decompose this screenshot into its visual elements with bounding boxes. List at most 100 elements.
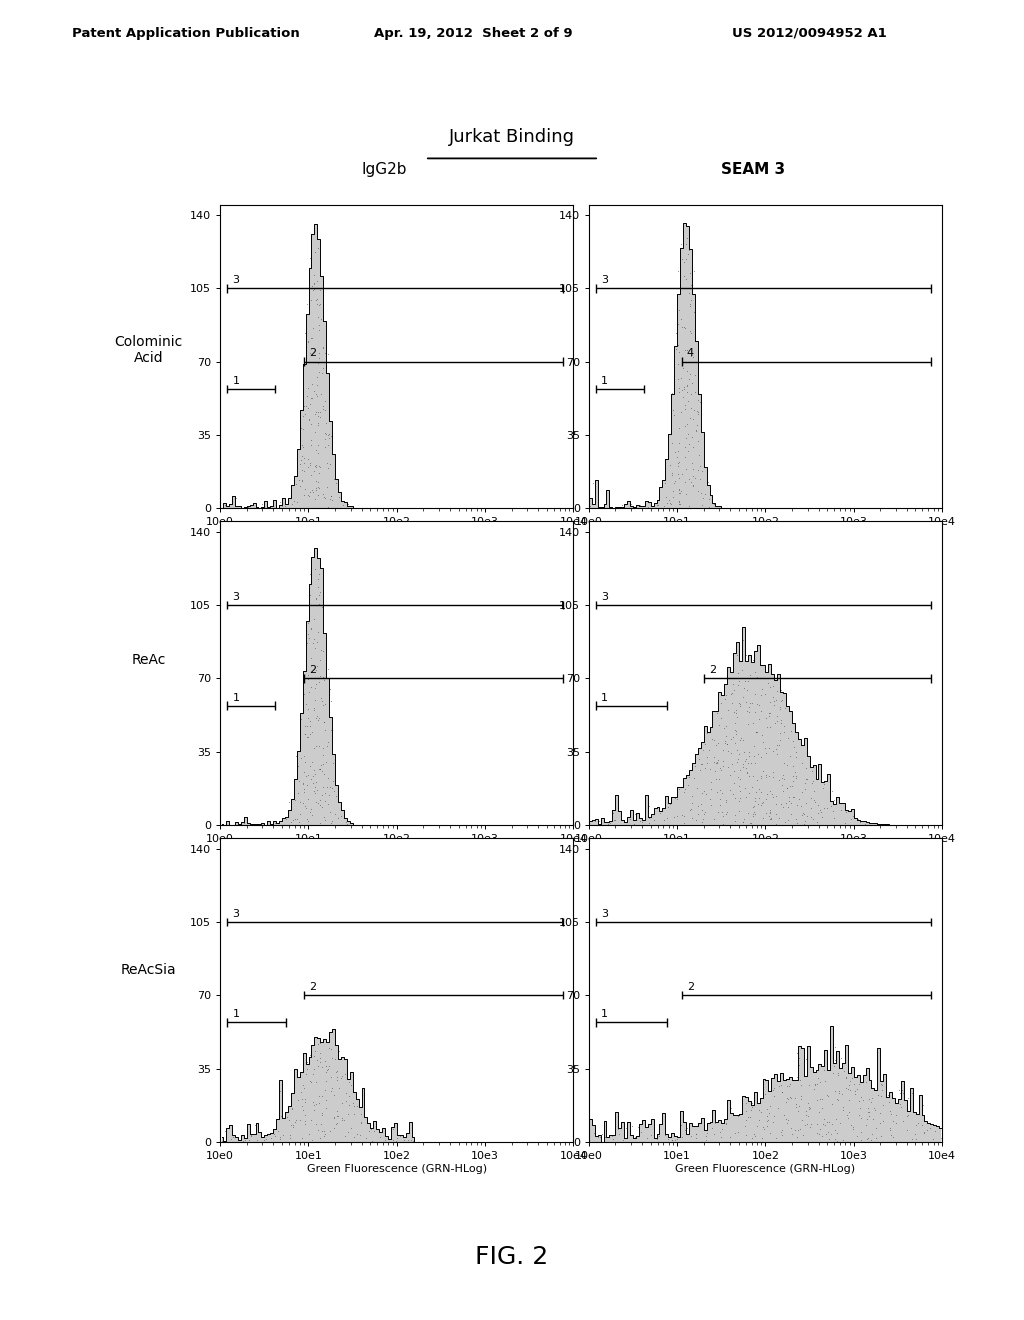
Point (326, 1106, 342, 1127)
Point (694, 494, 711, 515)
Point (308, 779, 325, 800)
Point (302, 564, 318, 585)
Point (664, 462, 680, 483)
Point (670, 368, 686, 389)
Point (337, 1090, 353, 1111)
Point (346, 1104, 362, 1125)
Point (743, 693, 760, 714)
Point (680, 424, 696, 445)
Point (718, 789, 734, 810)
Point (777, 697, 794, 718)
Point (326, 469, 342, 490)
Point (872, 1102, 889, 1123)
Point (858, 1072, 874, 1093)
Point (775, 796, 792, 817)
Point (768, 793, 784, 814)
Point (353, 1097, 370, 1118)
Point (784, 776, 801, 797)
Point (273, 1106, 290, 1127)
Point (806, 1078, 822, 1100)
Point (288, 746, 304, 767)
Point (679, 413, 695, 434)
Point (765, 686, 781, 708)
Point (309, 705, 326, 726)
Point (683, 426, 699, 447)
Point (292, 475, 308, 496)
Point (681, 239, 697, 260)
Point (815, 777, 831, 799)
Text: ReAcSia: ReAcSia (121, 964, 176, 977)
Point (314, 399, 331, 420)
Point (317, 1089, 334, 1110)
Point (310, 594, 327, 615)
Point (315, 358, 332, 379)
Point (314, 1105, 331, 1126)
Point (674, 1127, 690, 1148)
Point (732, 780, 749, 801)
Point (645, 809, 662, 830)
Point (812, 1118, 828, 1139)
Point (671, 779, 687, 800)
Point (335, 495, 351, 516)
Point (722, 1126, 738, 1147)
Point (678, 428, 694, 449)
Point (782, 775, 799, 796)
Point (293, 450, 309, 471)
Point (310, 405, 327, 426)
Point (681, 407, 697, 428)
Point (311, 294, 328, 315)
Point (874, 1071, 891, 1092)
Point (303, 388, 319, 409)
Point (352, 1104, 369, 1125)
Point (682, 289, 698, 310)
Point (279, 1107, 295, 1129)
Point (742, 693, 759, 714)
Point (692, 483, 709, 504)
Point (626, 813, 642, 834)
Point (639, 1127, 655, 1148)
Point (294, 470, 310, 491)
Point (671, 478, 687, 499)
Point (682, 296, 698, 317)
Point (873, 1074, 890, 1096)
Point (323, 813, 339, 834)
Point (334, 1093, 350, 1114)
Point (308, 673, 325, 694)
Point (663, 492, 679, 513)
Point (323, 1067, 339, 1088)
Point (315, 694, 332, 715)
Point (788, 742, 805, 763)
Point (670, 451, 686, 473)
Point (300, 457, 316, 478)
Point (307, 763, 324, 784)
Point (301, 627, 317, 648)
Point (292, 1109, 308, 1130)
Point (309, 568, 326, 589)
Point (315, 667, 332, 688)
Point (772, 793, 788, 814)
Point (262, 812, 279, 833)
Point (684, 372, 700, 393)
Point (677, 416, 693, 437)
Point (690, 401, 707, 422)
Point (746, 735, 763, 756)
Point (284, 494, 300, 515)
Point (882, 1119, 898, 1140)
Point (677, 339, 693, 360)
Point (881, 1092, 897, 1113)
Point (752, 1109, 768, 1130)
Point (813, 1089, 829, 1110)
Point (779, 1113, 796, 1134)
Point (323, 719, 339, 741)
Text: 3: 3 (232, 591, 240, 602)
Point (803, 797, 819, 818)
Point (773, 709, 790, 730)
Point (647, 1127, 664, 1148)
Point (694, 487, 711, 508)
Point (313, 1057, 330, 1078)
Point (659, 1129, 676, 1150)
Point (308, 454, 325, 475)
Point (765, 1105, 781, 1126)
Point (740, 752, 757, 774)
Point (285, 1114, 301, 1135)
